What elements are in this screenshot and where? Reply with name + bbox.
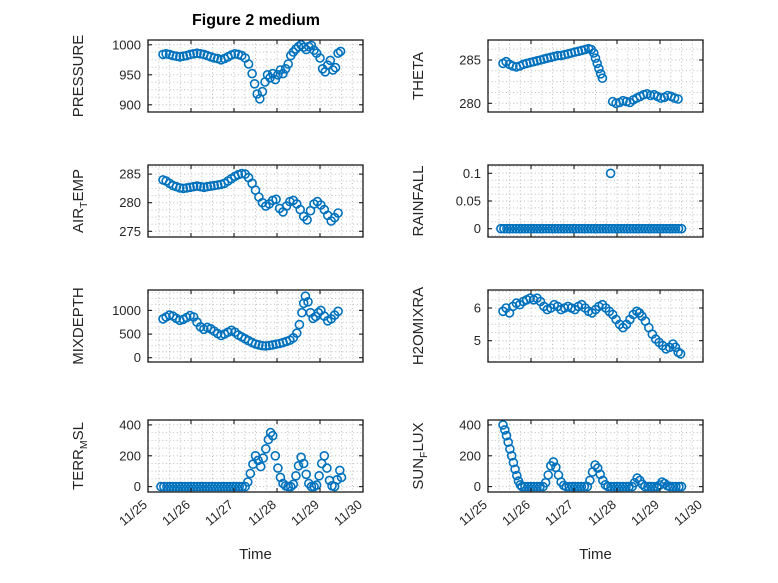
svg-text:200: 200 <box>459 448 481 463</box>
svg-text:0.05: 0.05 <box>456 194 481 209</box>
svg-text:1000: 1000 <box>112 37 141 52</box>
svg-text:11/30: 11/30 <box>671 497 705 529</box>
svg-text:TERRMSL: TERRMSL <box>70 422 90 490</box>
svg-text:900: 900 <box>119 97 141 112</box>
svg-text:200: 200 <box>119 448 141 463</box>
subplot-airtemp-chart: 275 280 285 AIRTEMP <box>70 164 364 239</box>
subplot-terr-msl-chart: 0 200 400 11/25 11/26 11/27 11/28 11/29 11/30 Tim… <box>70 417 365 563</box>
svg-text:PRESSURE: PRESSURE <box>70 35 87 118</box>
svg-text:AIRTEMP: AIRTEMP <box>70 169 90 233</box>
svg-text:11/26: 11/26 <box>159 497 193 529</box>
svg-text:500: 500 <box>119 327 141 342</box>
svg-text:11/28: 11/28 <box>585 497 619 529</box>
svg-text:0: 0 <box>134 479 141 494</box>
svg-text:0.1: 0.1 <box>463 166 481 181</box>
svg-text:275: 275 <box>119 224 141 239</box>
subplot-sun-flux-chart: 0 200 400 11/25 11/26 11/27 11/28 11/29 11/30 Tim… <box>410 417 705 563</box>
svg-text:11/30: 11/30 <box>331 497 365 529</box>
svg-text:H2OMIXRA: H2OMIXRA <box>410 287 427 365</box>
svg-text:280: 280 <box>119 195 141 210</box>
svg-text:11/26: 11/26 <box>499 497 533 529</box>
svg-text:0: 0 <box>474 221 481 236</box>
svg-text:RAINFALL: RAINFALL <box>410 166 427 237</box>
figure-title: Figure 2 medium <box>191 12 321 29</box>
subplot-mixdepth-chart: 0 500 1000 MIXDEPTH <box>70 287 364 365</box>
subplot-theta-chart: 280 285 THETA <box>410 39 704 113</box>
svg-text:11/25: 11/25 <box>116 497 150 529</box>
svg-text:THETA: THETA <box>410 52 427 100</box>
svg-text:400: 400 <box>459 417 481 432</box>
svg-text:MIXDEPTH: MIXDEPTH <box>70 287 87 365</box>
svg-text:950: 950 <box>119 67 141 82</box>
subplot-rainfall-chart: 0 0.05 0.1 RAINFALL <box>410 164 704 238</box>
svg-text:SUNFLUX: SUNFLUX <box>410 422 430 489</box>
svg-text:Time: Time <box>239 546 272 563</box>
svg-text:5: 5 <box>474 333 481 348</box>
subplot-pressure-chart: 900 950 1000 PRESSURE <box>70 35 364 118</box>
svg-text:11/25: 11/25 <box>456 497 490 529</box>
svg-text:Time: Time <box>579 546 612 563</box>
svg-text:400: 400 <box>119 417 141 432</box>
svg-text:280: 280 <box>459 96 481 111</box>
subplot-h2omixra-chart: 5 6 H2OMIXRA <box>410 287 704 365</box>
svg-text:11/28: 11/28 <box>245 497 279 529</box>
svg-text:0: 0 <box>474 479 481 494</box>
svg-text:1000: 1000 <box>112 303 141 318</box>
svg-text:11/27: 11/27 <box>202 497 236 529</box>
svg-text:6: 6 <box>474 301 481 316</box>
svg-text:11/27: 11/27 <box>542 497 576 529</box>
svg-text:11/29: 11/29 <box>628 497 662 529</box>
svg-text:285: 285 <box>119 167 141 182</box>
svg-text:11/29: 11/29 <box>288 497 322 529</box>
svg-text:0: 0 <box>134 350 141 365</box>
svg-text:285: 285 <box>459 53 481 68</box>
